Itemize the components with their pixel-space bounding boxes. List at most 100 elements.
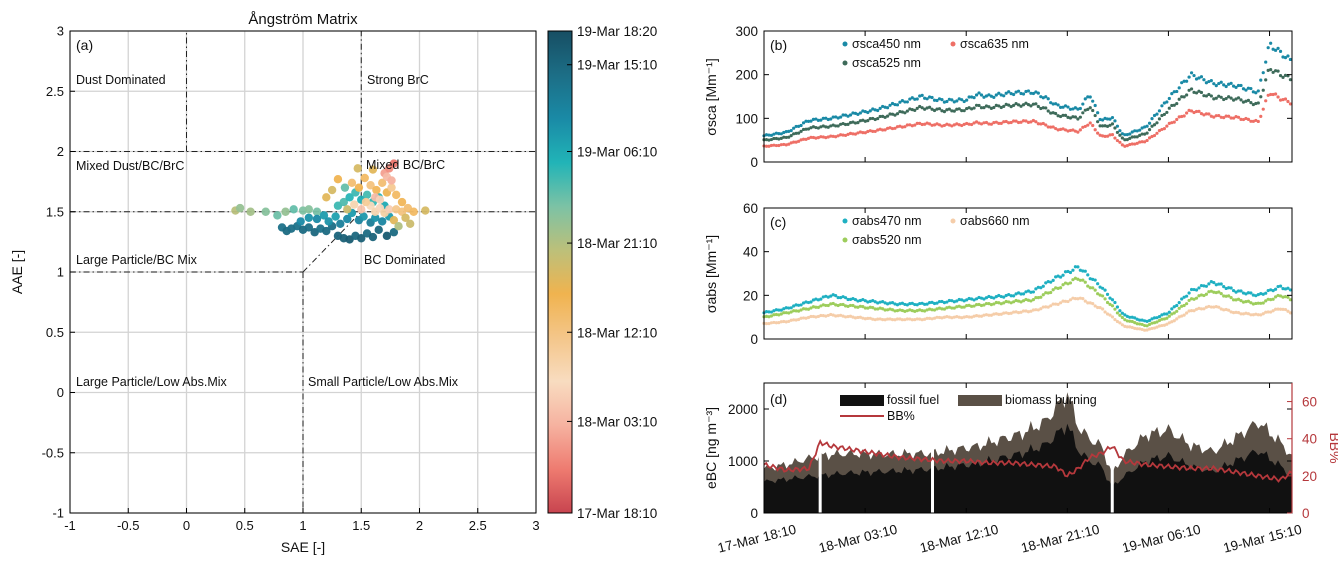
data-point [1286, 295, 1290, 299]
data-point [1105, 292, 1110, 296]
y-tick-label: 2.5 [46, 84, 64, 99]
data-point [1189, 87, 1194, 91]
data-point [801, 121, 806, 125]
data-point [970, 95, 974, 99]
data-point [1061, 127, 1065, 131]
data-point [918, 121, 922, 125]
data-point [1276, 293, 1280, 298]
data-point [1224, 286, 1228, 291]
data-point [1133, 142, 1137, 146]
data-point [1165, 110, 1169, 115]
data-point [1197, 306, 1201, 310]
data-point [1096, 111, 1100, 115]
x-tick-label: 17-Mar 18:10 [716, 522, 798, 556]
data-point [1249, 119, 1253, 123]
data-point [779, 143, 783, 147]
data-point [1103, 116, 1107, 120]
data-point [1088, 95, 1092, 99]
data-point [858, 130, 862, 134]
data-point [1051, 111, 1055, 115]
data-point [1061, 283, 1065, 287]
data-point [866, 119, 870, 123]
data-point [947, 315, 951, 319]
data-point [974, 93, 979, 97]
data-point [890, 101, 895, 106]
data-point [1283, 287, 1288, 291]
data-point [905, 317, 909, 321]
data-point [769, 314, 774, 318]
data-point [811, 117, 816, 122]
colorbar-label: 19-Mar 06:10 [577, 145, 657, 160]
region-boundary [302, 211, 362, 273]
data-point [1152, 113, 1157, 118]
data-point [967, 106, 971, 110]
data-point [1180, 95, 1184, 99]
y-tick-label: 0 [57, 385, 64, 400]
data-point [965, 314, 969, 319]
data-point [1199, 111, 1204, 116]
data-point [782, 130, 786, 135]
data-point [977, 314, 981, 318]
y2-tick-label: 60 [1302, 395, 1317, 410]
data-point [1081, 278, 1085, 282]
panel-b-legend: σsca450 nm σsca635 nm σsca525 nm [842, 37, 1029, 70]
data-point [829, 312, 833, 317]
data-point [1024, 297, 1028, 302]
data-point [764, 144, 769, 148]
scatter-point [378, 217, 387, 226]
data-point [1049, 125, 1053, 129]
data-point [957, 123, 961, 127]
data-point [1034, 308, 1038, 312]
data-point [1266, 68, 1270, 72]
data-point [1012, 310, 1016, 314]
data-point [1167, 121, 1171, 125]
data-point [977, 302, 981, 307]
data-point [1091, 108, 1095, 113]
data-point [1076, 265, 1080, 269]
data-point [1125, 314, 1129, 318]
panel-b: 0 100 200 300 (b) σsca [Mm⁻¹] σsca450 nm σs… [703, 24, 1293, 170]
data-point [1058, 286, 1063, 290]
data-point [1103, 124, 1107, 128]
data-point [779, 320, 783, 324]
data-point [1147, 318, 1152, 323]
data-point [1165, 100, 1169, 104]
data-point [893, 309, 897, 313]
data-point [843, 304, 848, 308]
data-point [1081, 111, 1085, 115]
data-point [858, 315, 862, 319]
data-point [1123, 324, 1127, 329]
data-point [878, 106, 882, 110]
data-point [1019, 310, 1023, 314]
data-point [774, 321, 778, 325]
data-point [925, 106, 929, 110]
data-point [1150, 321, 1154, 325]
data-point [915, 121, 919, 125]
data-point [846, 297, 850, 302]
data-point [871, 116, 875, 121]
data-point [1192, 297, 1196, 301]
data-point [1118, 140, 1122, 144]
data-point [824, 116, 828, 120]
data-point [1234, 290, 1238, 294]
data-point [1098, 117, 1102, 122]
data-point [1078, 296, 1082, 300]
data-point [1120, 132, 1124, 136]
data-point [841, 113, 845, 117]
data-point [1019, 120, 1023, 124]
data-point [1214, 290, 1218, 295]
data-point [1046, 279, 1050, 284]
data-point [1283, 55, 1288, 60]
y2-tick-label: 0 [1302, 506, 1310, 521]
data-point [1061, 105, 1065, 109]
data-point [1212, 280, 1216, 285]
data-point [972, 298, 976, 302]
data-point [1113, 317, 1117, 322]
data-point [1212, 305, 1216, 309]
data-point [1239, 117, 1243, 121]
data-point [1152, 123, 1157, 127]
data-point [858, 298, 862, 303]
data-point [826, 117, 830, 122]
data-point [1231, 84, 1236, 88]
scatter-point [343, 214, 352, 224]
